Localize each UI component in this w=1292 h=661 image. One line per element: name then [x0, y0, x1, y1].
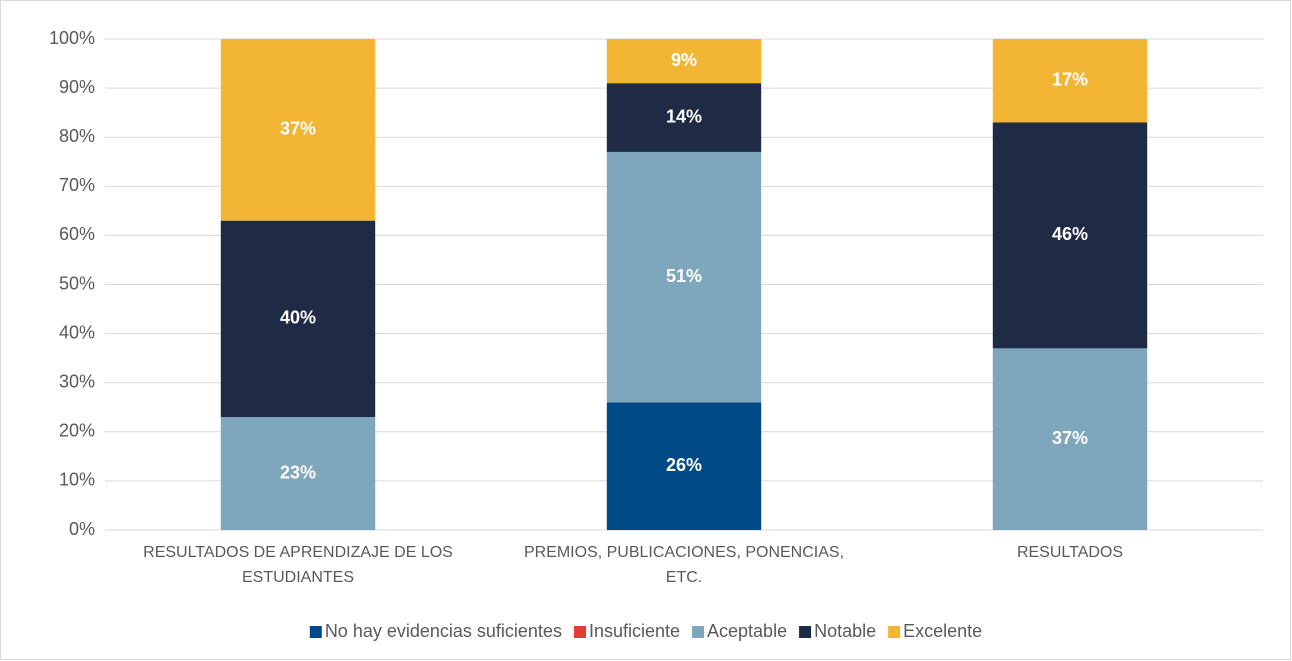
- value-label: 26%: [666, 455, 702, 475]
- value-label: 51%: [666, 266, 702, 286]
- legend-label: Insuficiente: [589, 621, 680, 641]
- value-label: 17%: [1052, 69, 1088, 89]
- value-label: 9%: [671, 50, 697, 70]
- legend-swatch: [309, 626, 322, 638]
- bar-segment: [606, 83, 762, 152]
- bar-segment: [606, 402, 762, 530]
- value-label: 46%: [1052, 224, 1088, 244]
- value-label: 14%: [666, 106, 702, 126]
- value-label: 40%: [280, 308, 316, 328]
- y-tick-label: 90%: [59, 77, 95, 97]
- y-tick-label: 20%: [59, 421, 95, 441]
- legend-label: Aceptable: [707, 621, 787, 641]
- bar-segment: [992, 348, 1148, 530]
- y-tick-label: 70%: [59, 175, 95, 195]
- legend-label: Excelente: [903, 621, 982, 641]
- y-tick-label: 10%: [59, 470, 95, 490]
- legend-label: Notable: [814, 621, 876, 641]
- value-label: 37%: [1052, 428, 1088, 448]
- legend-swatch: [692, 626, 705, 638]
- bar-segment: [992, 122, 1148, 349]
- bar-segment: [606, 39, 762, 84]
- y-tick-label: 80%: [59, 126, 95, 146]
- legend-swatch: [799, 626, 812, 638]
- bar-segment: [220, 220, 376, 418]
- y-tick-label: 60%: [59, 224, 95, 244]
- y-tick-label: 40%: [59, 322, 95, 342]
- bar-segment: [220, 417, 376, 530]
- legend: No hay evidencias suficientes Insuficient…: [309, 621, 982, 641]
- x-tick-label: PREMIOS, PUBLICACIONES, PONENCIAS, ETC.: [524, 544, 844, 586]
- legend-label: No hay evidencias suficientes: [325, 621, 562, 641]
- x-tick-label: RESULTADOS DE APRENDIZAJE DE LOS ESTUDIAN…: [143, 544, 453, 586]
- value-label: 37%: [280, 119, 316, 139]
- legend-swatch: [888, 626, 901, 638]
- bar-segment: [992, 39, 1148, 123]
- legend-swatch: [573, 626, 586, 638]
- y-tick-label: 100%: [49, 28, 95, 48]
- y-tick-label: 30%: [59, 371, 95, 391]
- y-tick-label: 0%: [69, 519, 95, 539]
- value-label: 23%: [280, 462, 316, 482]
- bar-segment: [606, 151, 762, 403]
- y-tick-label: 50%: [59, 273, 95, 293]
- x-tick-label: RESULTADOS: [1017, 544, 1123, 561]
- bar-segment: [220, 39, 376, 221]
